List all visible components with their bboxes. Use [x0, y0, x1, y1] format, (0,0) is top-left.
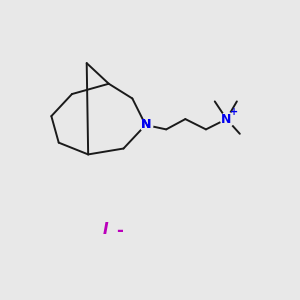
Text: +: + [230, 107, 238, 117]
Text: N: N [140, 118, 151, 131]
Text: I: I [103, 222, 109, 237]
Text: N: N [221, 112, 232, 126]
Text: -: - [116, 222, 122, 240]
Text: N: N [140, 118, 151, 131]
